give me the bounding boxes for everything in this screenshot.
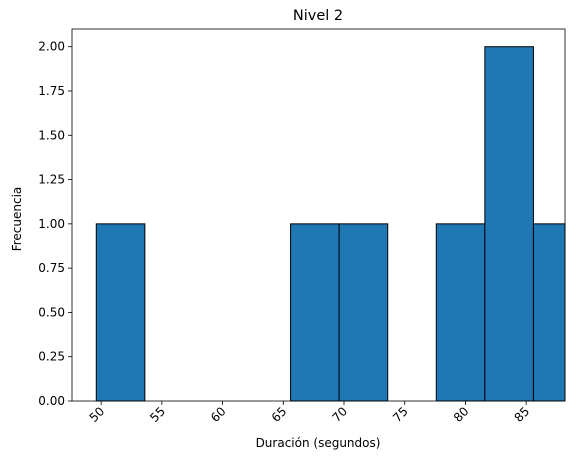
x-tick-label: 55 (147, 404, 168, 425)
y-tick-label: 0.50 (38, 305, 65, 319)
y-tick-label: 0.75 (38, 261, 65, 275)
x-tick-label: 70 (329, 404, 350, 425)
y-tick-label: 1.25 (38, 173, 65, 187)
x-tick-label: 85 (512, 404, 533, 425)
histogram-bar-4 (290, 223, 340, 402)
y-tick-label: 1.00 (38, 217, 65, 231)
plot-frame (71, 28, 566, 402)
x-tick-label: 50 (87, 404, 108, 425)
x-tick-label: 60 (208, 404, 229, 425)
y-tick-label: 1.50 (38, 128, 65, 142)
y-axis: 0.00 0.25 0.50 0.75 1.00 1.25 1.50 1.75 2.00 (38, 40, 72, 408)
y-tick-label: 0.25 (38, 350, 65, 364)
x-axis: 50 55 60 65 70 75 80 85 (87, 401, 533, 425)
y-tick-label: 0.00 (38, 394, 65, 408)
x-axis-label: Duración (segundos) (256, 436, 381, 450)
histogram-bar-5 (338, 223, 389, 402)
y-tick-label: 2.00 (38, 40, 65, 54)
x-tick-label: 75 (390, 404, 411, 425)
bars-group (95, 46, 566, 402)
x-tick-label: 65 (269, 404, 290, 425)
chart-title: Nivel 2 (293, 8, 343, 24)
y-tick-label: 1.75 (38, 84, 65, 98)
histogram-bar-7 (435, 223, 486, 402)
histogram-bar-0 (95, 223, 146, 402)
x-tick-label: 80 (451, 404, 472, 425)
histogram-bar-8 (484, 46, 534, 402)
histogram-bar-9 (532, 223, 566, 402)
y-axis-label: Frecuencia (10, 187, 24, 252)
